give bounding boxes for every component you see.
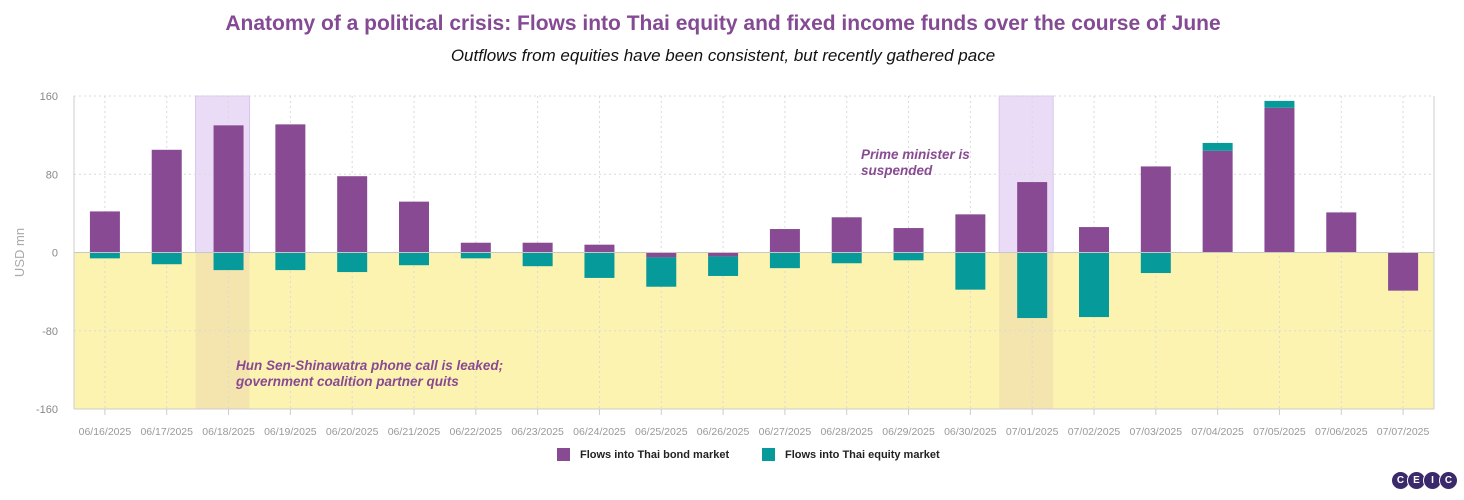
equity-flow-bar [1140, 252, 1171, 274]
x-tick-label: 07/04/2025 [1191, 426, 1244, 438]
x-tick-label: 07/02/2025 [1068, 426, 1121, 438]
bar-chart: -160 -80 0 80 160 06/16/2025 06/17/2025 06/18/2… [12, 91, 1435, 438]
x-tick-label: 06/26/2025 [697, 426, 750, 438]
x-tick-label: 06/17/2025 [140, 426, 193, 438]
equity-flow-bar [89, 252, 120, 259]
y-tick-label: 160 [40, 91, 58, 103]
equity-flow-bar [399, 252, 429, 266]
x-tick-label: 07/01/2025 [1006, 426, 1059, 438]
equity-flow-bar [955, 252, 986, 290]
equity-flow-bar [460, 252, 491, 259]
chart-legend: Flows into Thai bond market Flows into T… [0, 448, 1464, 464]
bond-flow-bar [1202, 150, 1233, 253]
equity-flow-bar [769, 252, 800, 269]
legend-item-equity[interactable]: Flows into Thai equity market [762, 448, 940, 461]
bond-flow-bar [1264, 107, 1295, 253]
bond-flow-bar [1326, 212, 1357, 253]
bond-flow-bar [955, 214, 986, 253]
y-tick-label: 80 [46, 169, 58, 181]
bond-flow-bar [1017, 182, 1048, 253]
event-annotation-text: suspended [861, 163, 933, 178]
bond-flow-bar [460, 242, 491, 253]
x-tick-label: 06/16/2025 [79, 426, 132, 438]
equity-flow-bar [213, 252, 244, 271]
bond-flow-bar [337, 176, 368, 253]
x-tick-label: 06/30/2025 [944, 426, 997, 438]
bond-flow-bar [399, 201, 429, 253]
y-tick-label: -160 [36, 404, 58, 416]
equity-flow-bar [275, 252, 306, 271]
bond-flow-bar [275, 124, 306, 253]
x-tick-label: 07/03/2025 [1130, 426, 1183, 438]
legend-swatch-equity [762, 448, 775, 461]
x-tick-label: 06/24/2025 [573, 426, 626, 438]
x-tick-label: 07/05/2025 [1253, 426, 1306, 438]
legend-swatch-bond [557, 448, 570, 461]
bond-flow-bar [769, 229, 800, 253]
y-tick-label: 0 [52, 248, 58, 260]
bond-flow-bar [1388, 252, 1419, 291]
y-axis-title: USD mn [12, 228, 27, 277]
legend-label-equity: Flows into Thai equity market [785, 448, 940, 461]
equity-flow-bar [893, 252, 924, 261]
bond-flow-bar [1079, 227, 1109, 253]
equity-flow-bar [646, 257, 677, 287]
x-tick-label: 06/18/2025 [202, 426, 255, 438]
x-tick-label: 06/20/2025 [326, 426, 379, 438]
bond-flow-bar [646, 252, 677, 258]
x-tick-label: 07/07/2025 [1377, 426, 1430, 438]
bond-flow-bar [213, 125, 244, 253]
equity-flow-bar [1202, 142, 1233, 151]
x-tick-label: 06/29/2025 [882, 426, 935, 438]
event-annotation-text: Prime minister is [861, 147, 970, 162]
logo-letter: C [1439, 471, 1458, 490]
equity-flow-bar [584, 252, 615, 278]
y-tick-label: -80 [42, 326, 58, 338]
bond-flow-bar [831, 217, 862, 253]
legend-label-bond: Flows into Thai bond market [580, 448, 730, 461]
event-annotation-text: government coalition partner quits [235, 374, 459, 389]
equity-flow-bar [1079, 252, 1109, 318]
equity-flow-bar [151, 252, 182, 265]
bond-flow-bar [151, 149, 182, 253]
chart-title: Anatomy of a political crisis: Flows int… [225, 12, 1221, 35]
bond-flow-bar [89, 211, 120, 253]
x-tick-label: 06/21/2025 [388, 426, 441, 438]
equity-flow-bar [708, 256, 739, 276]
x-tick-label: 06/27/2025 [759, 426, 812, 438]
ceic-logo[interactable]: C E I C [1391, 471, 1458, 490]
chart-subtitle: Outflows from equities have been consist… [450, 46, 996, 65]
x-tick-label: 06/19/2025 [264, 426, 317, 438]
legend-item-bond[interactable]: Flows into Thai bond market [557, 448, 729, 461]
x-tick-label: 06/23/2025 [511, 426, 564, 438]
equity-flow-bar [831, 252, 862, 264]
event-annotation-text: Hun Sen-Shinawatra phone call is leaked; [236, 358, 503, 373]
bond-flow-bar [522, 242, 553, 253]
bond-flow-bar [893, 228, 924, 253]
equity-flow-bar [1017, 252, 1048, 319]
bond-flow-bar [708, 252, 739, 257]
x-tick-label: 07/06/2025 [1315, 426, 1368, 438]
equity-flow-bar [1264, 100, 1295, 108]
x-tick-label: 06/25/2025 [635, 426, 688, 438]
x-tick-label: 06/22/2025 [450, 426, 503, 438]
equity-flow-bar [522, 252, 553, 267]
logo-letter: E [1407, 471, 1426, 490]
equity-flow-bar [337, 252, 368, 273]
bond-flow-bar [1140, 166, 1171, 253]
x-tick-label: 06/28/2025 [820, 426, 873, 438]
bond-flow-bar [584, 244, 615, 253]
